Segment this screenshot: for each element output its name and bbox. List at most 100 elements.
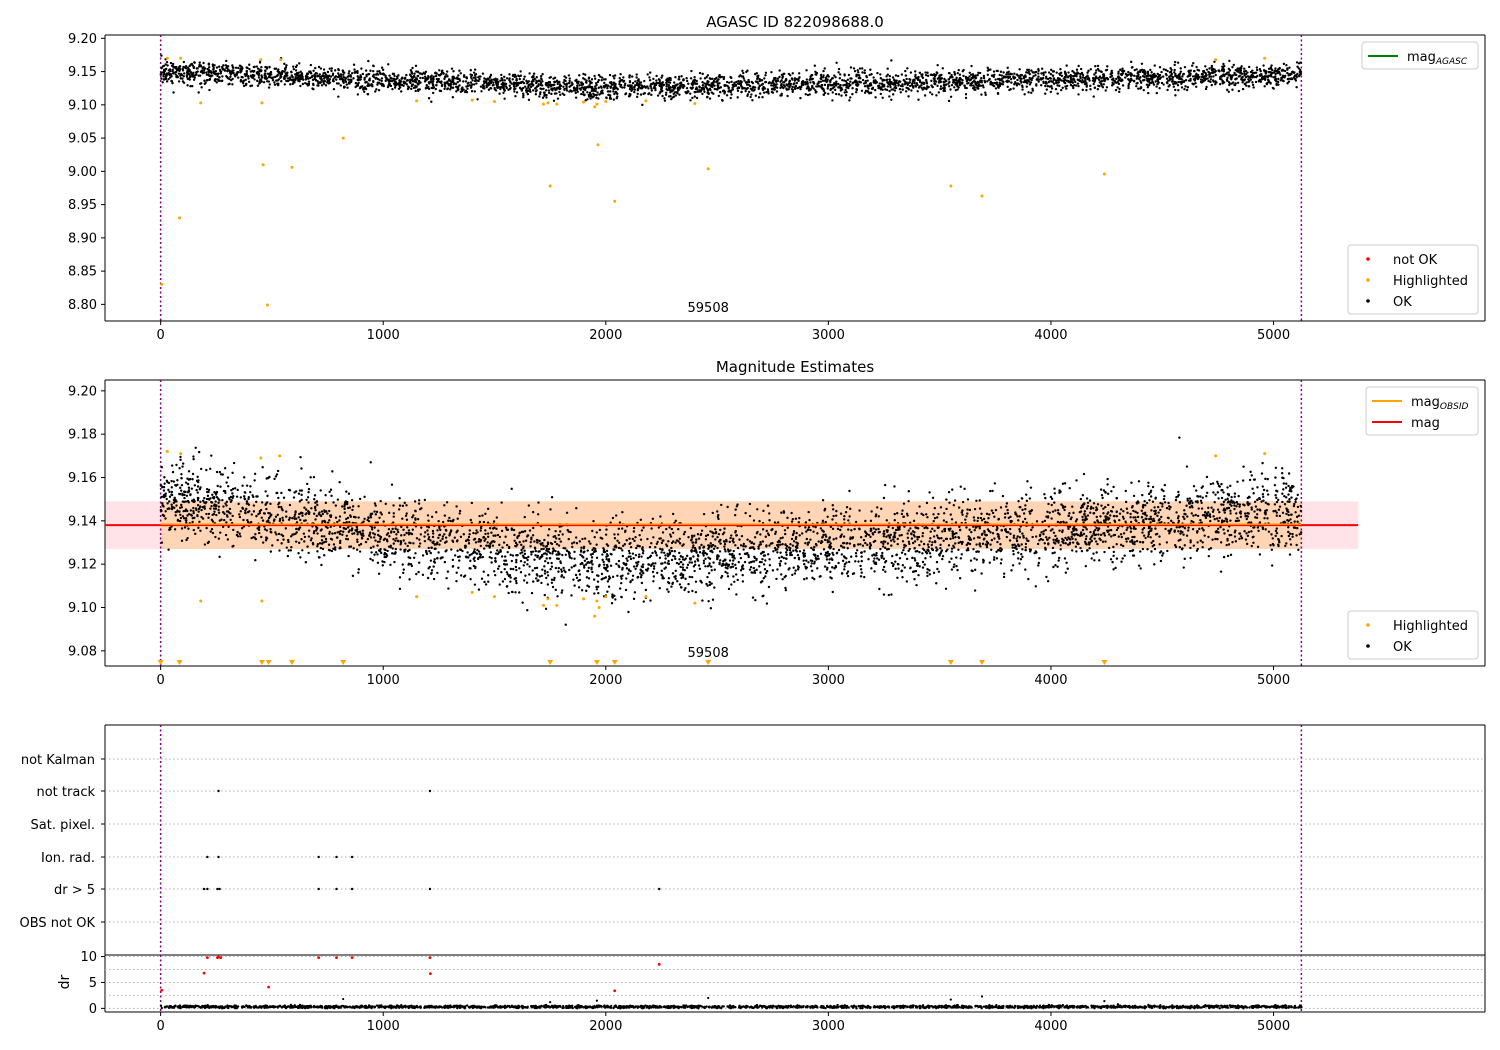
ok-point: [178, 67, 182, 71]
ok-point: [622, 79, 626, 83]
ok-point: [1018, 515, 1021, 518]
ok-point: [860, 67, 864, 70]
ok-point: [780, 92, 783, 95]
ok-point: [1211, 79, 1215, 82]
ok-point: [1069, 74, 1072, 77]
ok-point: [996, 83, 1000, 87]
ok-point: [922, 86, 926, 89]
ok-point: [342, 73, 345, 76]
ok-point: [583, 559, 587, 562]
ok-point: [314, 66, 317, 70]
ok-point: [795, 81, 799, 85]
ok-point: [1191, 64, 1194, 67]
ok-point: [943, 77, 946, 81]
ok-point: [1002, 575, 1006, 579]
ok-point: [535, 89, 538, 92]
ok-point: [1256, 68, 1259, 72]
ok-point: [489, 86, 492, 90]
ok-point: [980, 93, 983, 96]
ok-point: [323, 80, 327, 83]
ok-point: [562, 85, 565, 88]
ok-point: [788, 80, 791, 84]
ok-point: [515, 81, 519, 85]
ok-point: [336, 520, 339, 524]
ok-point: [1065, 64, 1068, 67]
ok-point: [868, 84, 872, 87]
ok-point: [192, 75, 196, 78]
ok-point: [1158, 87, 1161, 90]
ok-point: [221, 66, 224, 70]
ok-point: [730, 80, 733, 83]
y-tick-label: 9.16: [68, 471, 97, 486]
ok-point: [1177, 80, 1180, 84]
ok-point: [469, 75, 473, 79]
ok-point: [873, 557, 876, 560]
ok-point: [601, 91, 604, 95]
ok-point: [430, 86, 433, 90]
ok-point: [587, 76, 591, 79]
ok-point: [1054, 534, 1057, 538]
ok-point: [847, 73, 851, 77]
ok-point: [1220, 496, 1224, 500]
ok-point: [943, 529, 947, 533]
ok-point: [1255, 66, 1258, 69]
ok-point: [515, 77, 518, 81]
ok-point: [504, 82, 508, 86]
ok-point: [1060, 74, 1064, 78]
ok-point: [1128, 80, 1132, 84]
ok-point: [931, 85, 934, 89]
ok-point: [547, 81, 550, 84]
ok-point: [570, 90, 574, 93]
ok-point: [357, 81, 360, 85]
ok-point: [254, 537, 258, 541]
ok-point: [341, 78, 344, 81]
ok-point: [1159, 559, 1163, 563]
ok-point: [445, 73, 448, 76]
x-tick-label: 2000: [589, 673, 622, 688]
ok-point: [455, 90, 458, 93]
ok-point: [674, 94, 677, 97]
ok-point: [955, 76, 958, 80]
ok-point: [761, 540, 765, 543]
ok-point: [1127, 70, 1130, 74]
ok-point: [203, 67, 207, 70]
ok-point: [1124, 72, 1128, 76]
ok-point: [294, 69, 298, 72]
ok-point: [527, 504, 531, 507]
ok-point: [600, 79, 603, 82]
ok-point: [703, 77, 707, 80]
ok-point: [199, 70, 203, 74]
ok-point: [681, 568, 685, 572]
highlighted-point: [470, 98, 474, 102]
ok-point: [706, 533, 710, 537]
ok-point: [462, 80, 465, 83]
ok-point: [691, 83, 694, 86]
ok-point: [361, 85, 364, 88]
ok-point: [1258, 78, 1261, 82]
ok-point: [953, 70, 956, 74]
ok-point: [1292, 76, 1296, 79]
ok-point: [492, 83, 495, 87]
ok-point: [205, 79, 208, 82]
ok-point: [736, 96, 739, 99]
ok-point: [618, 587, 622, 590]
ok-point: [1149, 81, 1153, 85]
ok-point: [814, 525, 817, 529]
ok-point: [1138, 87, 1142, 90]
ok-point: [619, 72, 622, 76]
ok-point: [684, 587, 687, 590]
ok-point: [701, 81, 704, 84]
ok-point: [1197, 75, 1201, 79]
ok-point: [694, 580, 698, 583]
ok-point: [771, 528, 774, 531]
ok-point: [824, 79, 827, 82]
highlighted-point: [261, 163, 265, 167]
ok-point: [885, 75, 888, 78]
ok-point: [1127, 82, 1131, 86]
ok-point: [712, 547, 716, 551]
ok-point: [323, 77, 326, 80]
ok-point: [216, 72, 220, 76]
ok-point: [984, 91, 987, 94]
ok-point: [1127, 73, 1130, 77]
ok-point: [1090, 557, 1093, 560]
